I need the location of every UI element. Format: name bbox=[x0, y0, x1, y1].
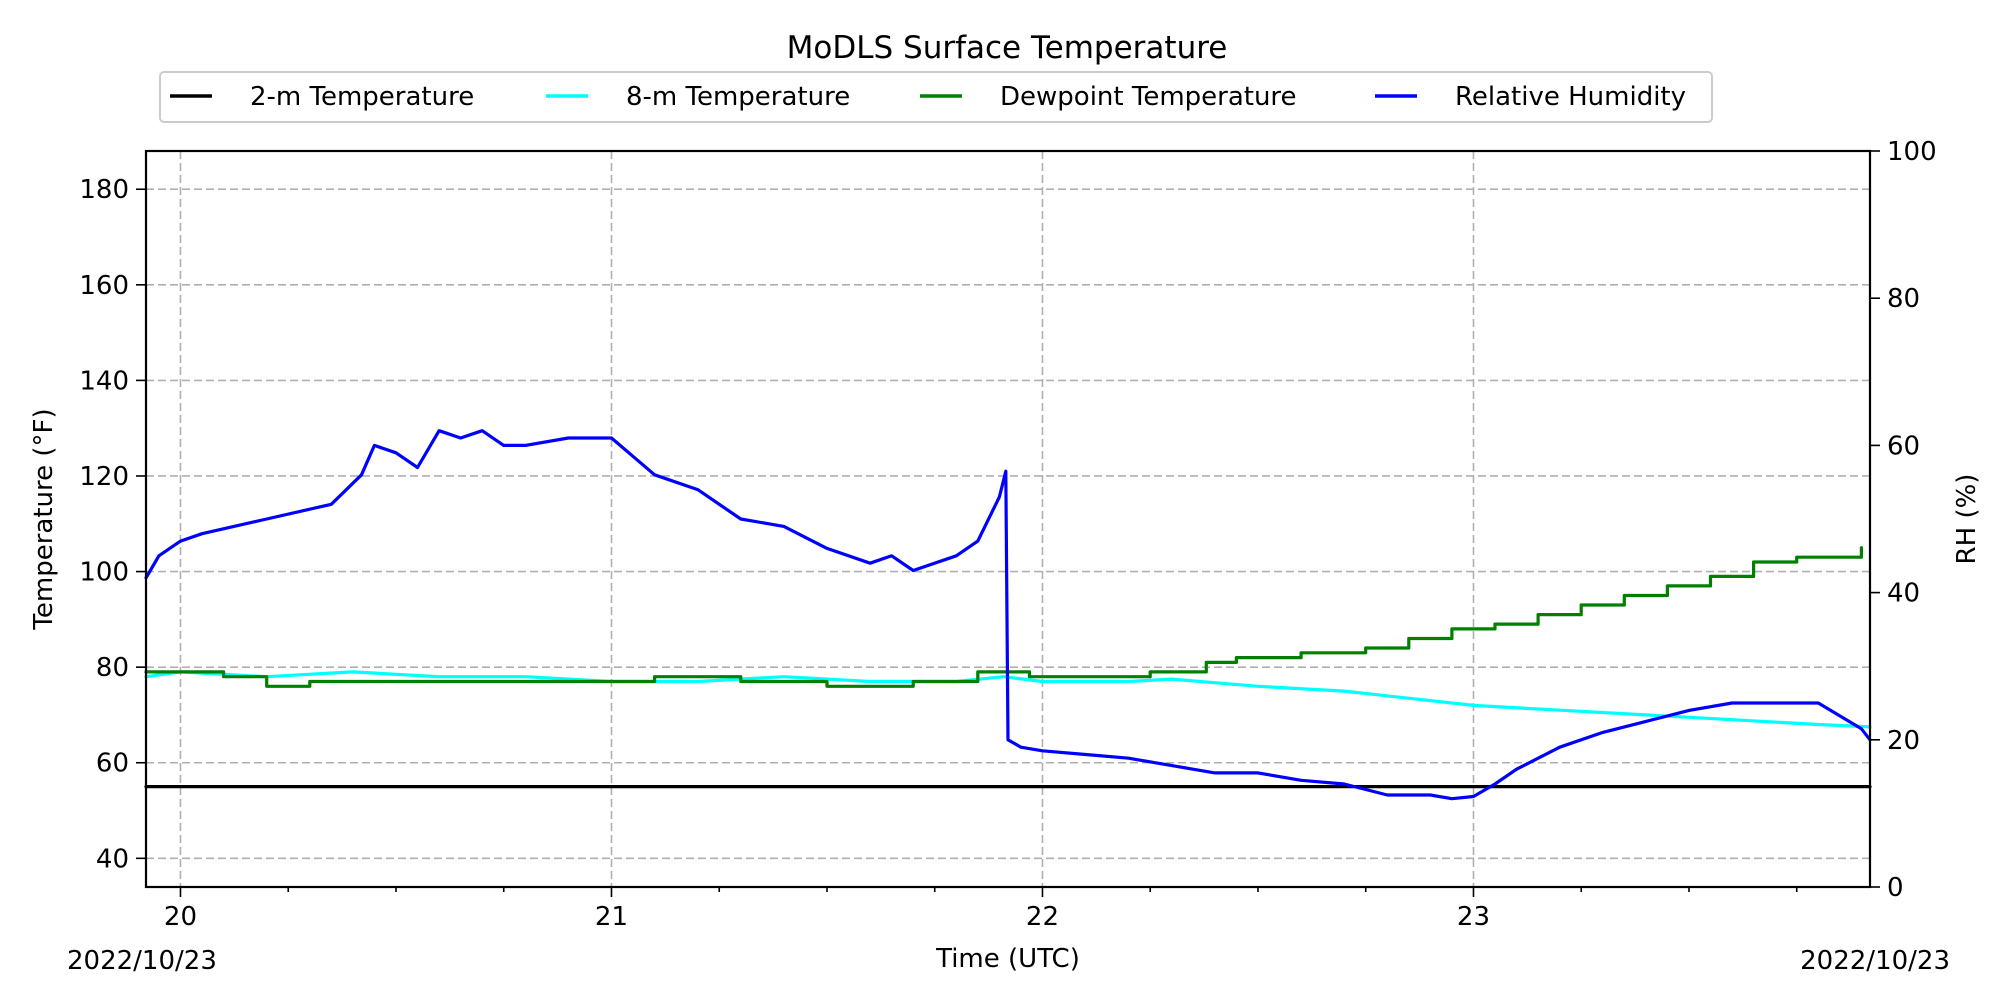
plot-frame bbox=[144, 149, 1872, 889]
y-tick-label: 120 bbox=[79, 462, 129, 492]
y2-tick-label: 100 bbox=[1887, 137, 1937, 167]
legend-label: 2-m Temperature bbox=[250, 82, 474, 112]
y2-tick-label: 40 bbox=[1887, 579, 1920, 609]
x-tick-label: 22 bbox=[1026, 902, 1059, 932]
legend-label: Dewpoint Temperature bbox=[1000, 82, 1297, 112]
y2-tick-label: 20 bbox=[1887, 726, 1920, 756]
legend-item-dewpoint-temperature: Dewpoint Temperature bbox=[920, 82, 1297, 112]
y-tick-label: 80 bbox=[96, 653, 129, 683]
series-line-8-m-temperature bbox=[144, 670, 1872, 729]
y2-tick-label: 80 bbox=[1887, 284, 1920, 314]
legend-item-relative-humidity: Relative Humidity bbox=[1375, 82, 1686, 112]
x-axis: 20 21 22 23 bbox=[164, 887, 1798, 932]
y2-axis-title: RH (%) bbox=[1952, 474, 1982, 565]
legend-label: Relative Humidity bbox=[1455, 82, 1686, 112]
y-axis-left: 40 60 80 100 120 140 160 180 bbox=[79, 175, 146, 874]
y-tick-label: 100 bbox=[79, 558, 129, 588]
plot-area bbox=[144, 429, 1872, 801]
grid bbox=[146, 151, 1870, 887]
y-axis-title: Temperature (°F) bbox=[29, 408, 59, 630]
x-axis-title: Time (UTC) bbox=[935, 944, 1080, 974]
legend: 2-m Temperature 8-m Temperature Dewpoint T… bbox=[159, 71, 1713, 123]
y2-tick-label: 60 bbox=[1887, 431, 1920, 461]
y-tick-label: 60 bbox=[96, 749, 129, 779]
x-tick-label: 21 bbox=[595, 902, 628, 932]
date-label-right: 2022/10/23 bbox=[1800, 946, 1950, 976]
legend-item-2-m-temperature: 2-m Temperature bbox=[170, 82, 474, 112]
series-line-relative-humidity bbox=[144, 429, 1872, 801]
chart-title: MoDLS Surface Temperature bbox=[787, 30, 1228, 66]
legend-item-8-m-temperature: 8-m Temperature bbox=[546, 82, 850, 112]
y-axis-right: 0 20 40 60 80 100 bbox=[1870, 137, 1937, 903]
x-tick-label: 23 bbox=[1457, 902, 1490, 932]
legend-label: 8-m Temperature bbox=[626, 82, 850, 112]
y-tick-label: 180 bbox=[79, 175, 129, 205]
series-line-dewpoint-temperature bbox=[144, 546, 1863, 688]
y-tick-label: 160 bbox=[79, 271, 129, 301]
y-tick-label: 140 bbox=[79, 366, 129, 396]
date-label-left: 2022/10/23 bbox=[67, 946, 217, 976]
y-tick-label: 40 bbox=[96, 844, 129, 874]
x-tick-label: 20 bbox=[164, 902, 197, 932]
y2-tick-label: 0 bbox=[1887, 873, 1904, 903]
